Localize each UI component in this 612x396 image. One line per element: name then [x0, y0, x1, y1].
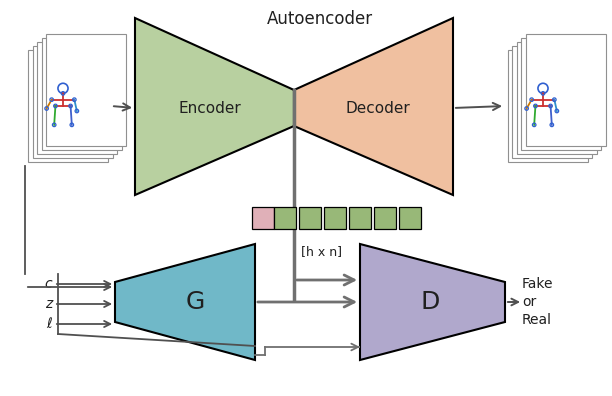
Polygon shape	[115, 244, 255, 360]
Bar	[526, 34, 606, 146]
Bar	[512, 46, 592, 158]
Bar	[46, 34, 126, 146]
Bar	[42, 38, 122, 150]
Bar	[299, 207, 321, 229]
Polygon shape	[135, 18, 294, 195]
Polygon shape	[294, 18, 453, 195]
Bar	[28, 50, 108, 162]
Bar	[32, 46, 113, 158]
Bar	[274, 207, 296, 229]
Bar	[374, 207, 396, 229]
Bar	[349, 207, 371, 229]
Text: ℓ: ℓ	[47, 317, 52, 331]
Bar	[508, 50, 588, 162]
Bar	[37, 42, 117, 154]
Bar	[324, 207, 346, 229]
Text: D: D	[420, 290, 439, 314]
Text: Autoencoder: Autoencoder	[267, 10, 373, 28]
Bar	[399, 207, 421, 229]
Bar	[521, 38, 602, 150]
Text: Decoder: Decoder	[346, 101, 411, 116]
Polygon shape	[360, 244, 505, 360]
Text: Fake
or
Real: Fake or Real	[522, 276, 553, 327]
Bar	[252, 207, 274, 229]
Text: z: z	[45, 297, 52, 311]
Text: G: G	[185, 290, 204, 314]
Text: [h x n]: [h x n]	[302, 245, 343, 258]
Text: c: c	[45, 277, 52, 291]
Bar	[517, 42, 597, 154]
Text: Encoder: Encoder	[179, 101, 241, 116]
